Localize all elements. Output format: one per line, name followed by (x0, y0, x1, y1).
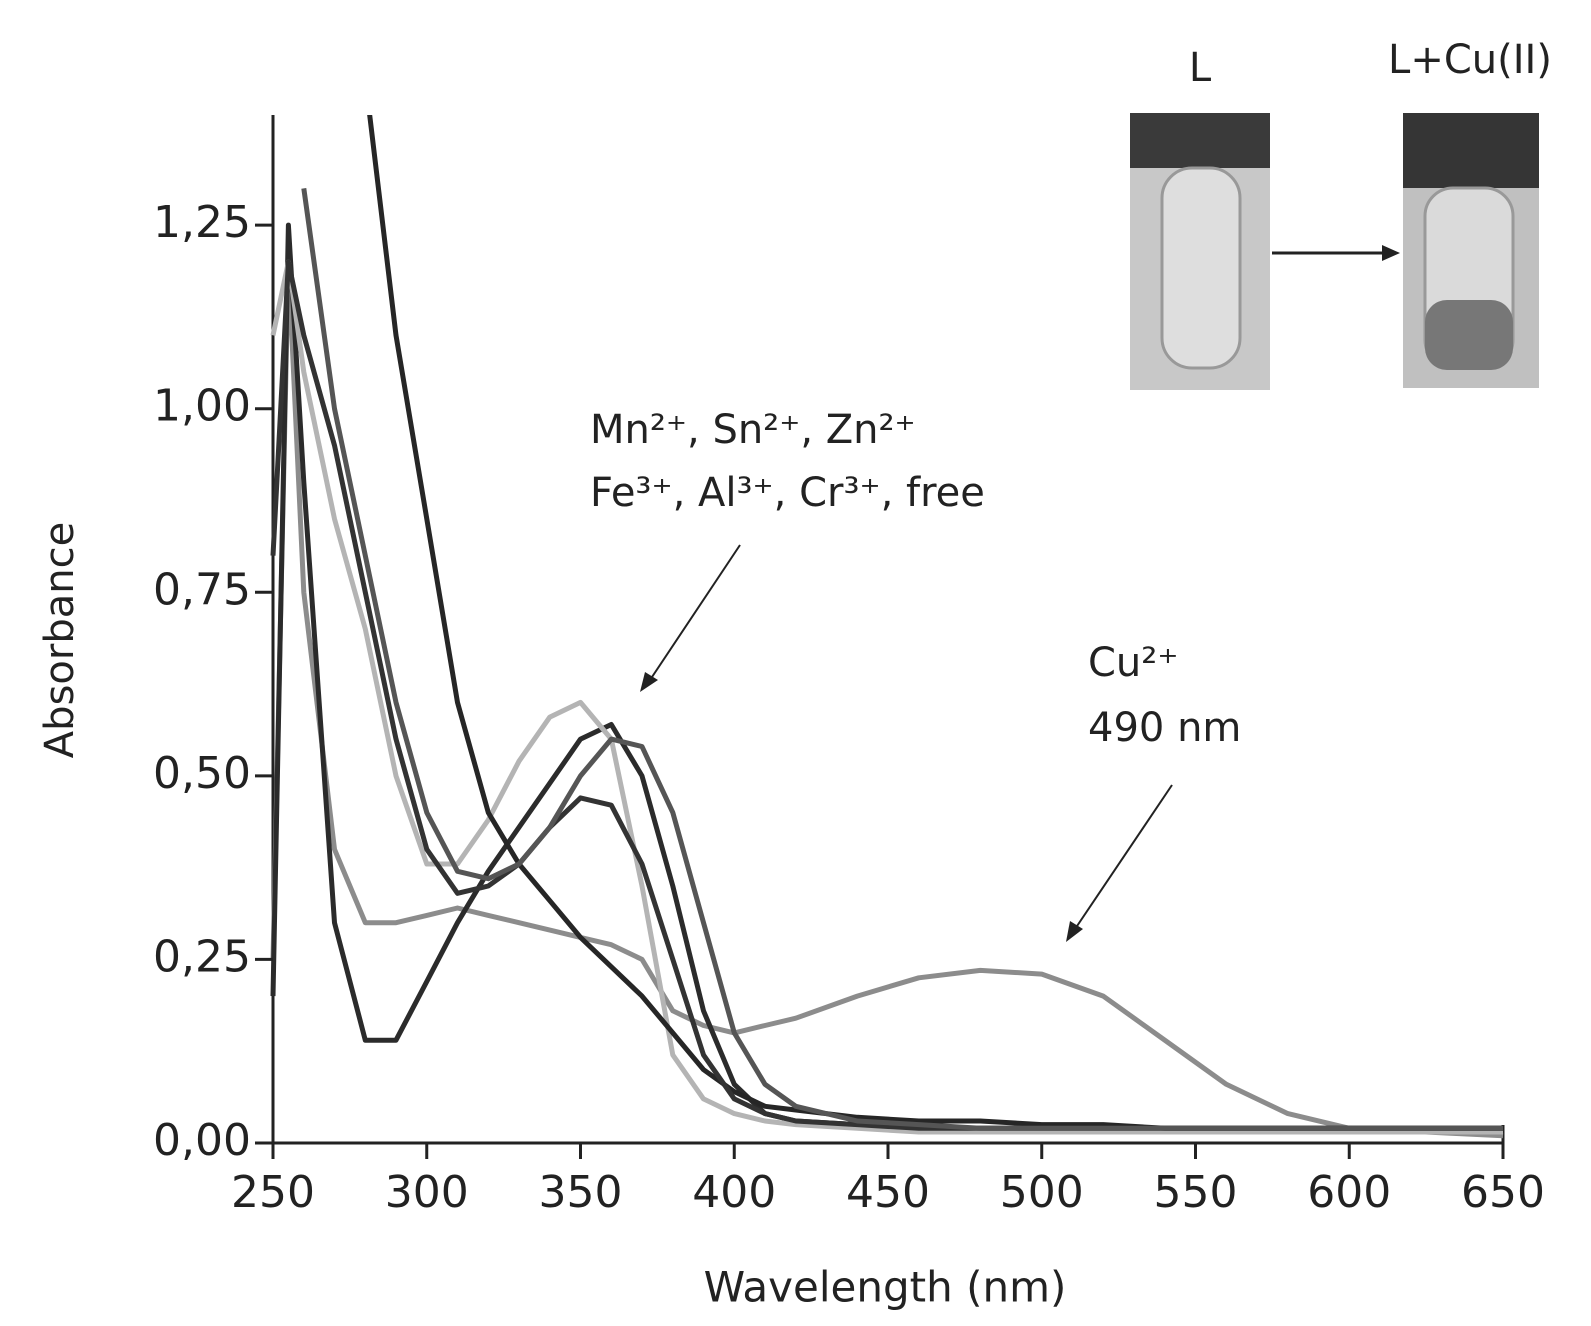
y-tick-label: 0,50 (153, 748, 251, 799)
x-tick-label: 350 (539, 1167, 623, 1218)
x-tick-label: 400 (692, 1167, 776, 1218)
x-tick-label: 550 (1154, 1167, 1238, 1218)
annotation: L (1189, 45, 1212, 91)
y-tick-label: 1,00 (153, 381, 251, 432)
annotation: Mn²⁺, Sn²⁺, Zn²⁺ (590, 407, 916, 453)
annotation: L+Cu(II) (1388, 37, 1552, 83)
y-tick-label: 0,75 (153, 564, 251, 615)
plot-area (270, 115, 1504, 1139)
x-tick-label: 500 (1000, 1167, 1084, 1218)
y-axis-label: Absorbance (37, 522, 83, 758)
arrow (1072, 784, 1173, 933)
series-line (301, 188, 1503, 1131)
x-axis-label: Wavelength (nm) (704, 1263, 1067, 1312)
annotation: Cu²⁺ (1088, 640, 1178, 686)
annotation: Fe³⁺, Al³⁺, Cr³⁺, free (590, 470, 985, 516)
arrow (647, 544, 741, 684)
series-line (367, 115, 1503, 1131)
inset-arrow-head (1382, 245, 1400, 261)
series-line (270, 222, 1503, 1131)
y-tick-label: 0,25 (153, 931, 251, 982)
y-tick-label: 1,25 (153, 197, 251, 248)
inset-photo (1130, 113, 1539, 390)
x-tick-label: 450 (846, 1167, 930, 1218)
y-tick-label: 0,00 (153, 1115, 251, 1166)
series-line (270, 259, 1503, 1135)
x-tick-label: 600 (1307, 1167, 1391, 1218)
x-tick-label: 650 (1461, 1167, 1545, 1218)
arrow-head (640, 672, 658, 692)
arrow-head (1066, 921, 1083, 942)
x-tick-label: 300 (385, 1167, 469, 1218)
annotation: 490 nm (1088, 705, 1241, 751)
series-line (270, 259, 1504, 1139)
x-tick-label: 250 (231, 1167, 315, 1218)
